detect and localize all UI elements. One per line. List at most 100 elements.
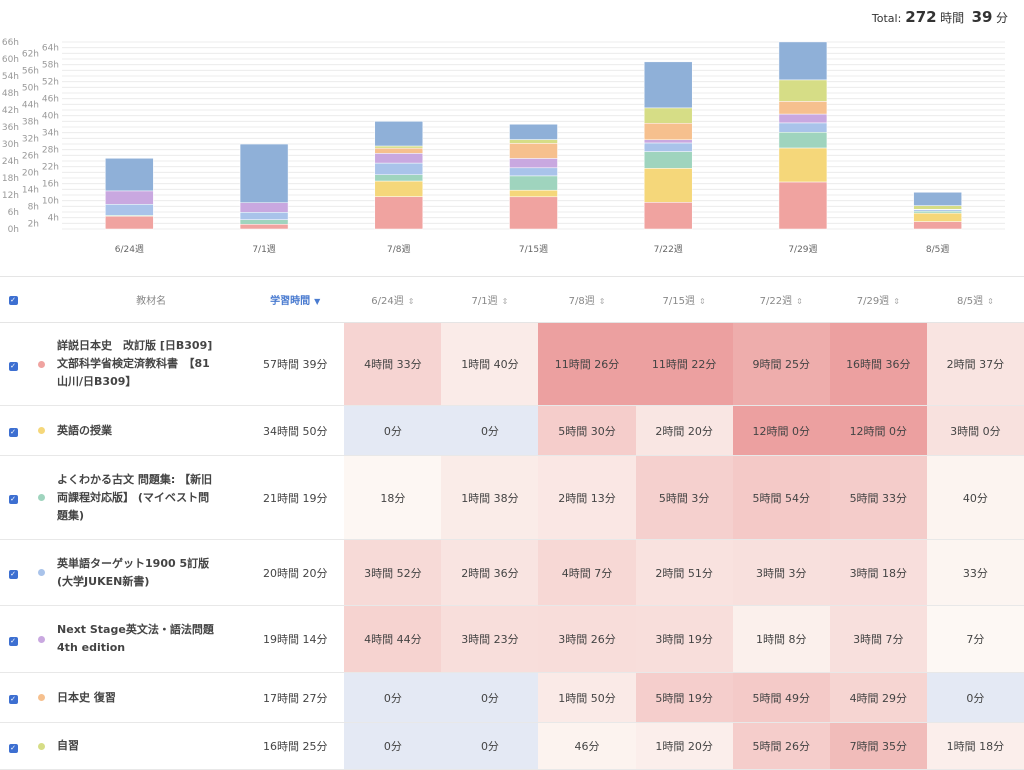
color-cell [26,606,56,673]
bar-segment[interactable] [779,182,827,229]
bar-segment[interactable] [240,144,288,203]
bar-segment[interactable] [375,121,423,146]
row-checkbox[interactable]: ✓ [0,406,26,456]
bar-segment[interactable] [510,190,558,197]
bar-segment[interactable] [644,143,692,152]
bar-segment[interactable] [510,124,558,139]
y-tick-label: 64h [42,44,59,54]
y-tick-label: 20h [22,168,39,178]
bar-segment[interactable] [644,168,692,202]
row-checkbox[interactable]: ✓ [0,673,26,723]
x-tick-label: 8/5週 [926,244,950,255]
bar-segment[interactable] [779,80,827,101]
bar-segment[interactable] [644,140,692,143]
color-dot-icon [38,694,45,701]
week-time-cell: 3時間 18分 [830,540,927,606]
week-time-cell: 0分 [441,406,538,456]
bar-segment[interactable] [375,148,423,153]
header-week[interactable]: 8/5週⇕ [927,277,1024,323]
bar-segment[interactable] [779,132,827,148]
table-row[interactable]: ✓ 詳説日本史 改訂版 [日B309] 文部科学省検定済教科書 【81山川/日B… [0,323,1024,406]
bar-segment[interactable] [779,114,827,123]
bar-segment[interactable] [105,216,153,229]
bar-segment[interactable] [240,224,288,229]
bar-segment[interactable] [510,176,558,190]
header-total[interactable]: 学習時間 ▼ [246,277,344,323]
header-week[interactable]: 7/22週⇕ [733,277,830,323]
bar-segment[interactable] [240,203,288,213]
material-name: 英単語ターゲット1900 5訂版 (大学JUKEN新書) [56,540,246,606]
bar-segment[interactable] [644,202,692,229]
bar-segment[interactable] [779,42,827,80]
sort-icon: ⇕ [408,297,415,306]
week-time-cell: 1時間 20分 [636,723,733,770]
bar-segment[interactable] [914,213,962,222]
bar-segment[interactable] [510,143,558,158]
table-header: ✓ 教材名 学習時間▼ 6/24週⇕7/1週⇕7/8週⇕7/15週⇕7/22週⇕… [0,277,1024,323]
row-checkbox[interactable]: ✓ [0,723,26,770]
bar-segment[interactable] [914,211,962,213]
header-week-label: 7/15週 [663,296,695,307]
y-tick-label: 24h [2,157,19,167]
row-checkbox[interactable]: ✓ [0,323,26,406]
x-tick-label: 6/24週 [115,244,144,255]
table-row[interactable]: ✓ Next Stage英文法・語法問題4th edition 19時間 14分… [0,606,1024,673]
bar-segment[interactable] [644,152,692,169]
row-checkbox[interactable]: ✓ [0,456,26,540]
bar-segment[interactable] [644,108,692,123]
week-time-cell: 11時間 22分 [636,323,733,406]
week-time-cell: 0分 [344,673,441,723]
bar-segment[interactable] [375,153,423,163]
bar-segment[interactable] [375,163,423,175]
header-week[interactable]: 7/29週⇕ [830,277,927,323]
bar-segment[interactable] [779,123,827,132]
header-week[interactable]: 7/1週⇕ [441,277,538,323]
bar-segment[interactable] [105,191,153,204]
bar-segment[interactable] [779,148,827,182]
bar-segment[interactable] [644,123,692,139]
week-time-cell: 3時間 26分 [538,606,635,673]
header-week[interactable]: 6/24週⇕ [344,277,441,323]
week-time-cell: 5時間 49分 [733,673,830,723]
bar-segment[interactable] [779,101,827,114]
table-row[interactable]: ✓ よくわかる古文 問題集: 【新旧両課程対応版】 (マイベスト問題集) 21時… [0,456,1024,540]
bar-segment[interactable] [914,206,962,210]
bar-segment[interactable] [914,222,962,229]
bar-segment[interactable] [105,158,153,191]
header-total-label: 学習時間 [270,296,310,307]
bar-segment[interactable] [240,220,288,225]
bar-segment[interactable] [240,212,288,219]
x-tick-label: 7/1週 [252,244,276,255]
header-week[interactable]: 7/8週⇕ [538,277,635,323]
week-time-cell: 40分 [927,456,1024,540]
row-checkbox[interactable]: ✓ [0,540,26,606]
bar-segment[interactable] [375,175,423,181]
bar-segment[interactable] [375,181,423,197]
select-all-checkbox[interactable]: ✓ [0,277,26,323]
bar-segment[interactable] [510,197,558,229]
sort-desc-icon: ▼ [314,297,320,306]
bar-segment[interactable] [510,168,558,176]
bar-segment[interactable] [914,192,962,205]
y-tick-label: 32h [22,134,39,144]
bar-segment[interactable] [105,204,153,215]
bar-segment[interactable] [510,140,558,144]
bar-segment[interactable] [375,197,423,229]
week-time-cell: 12時間 0分 [733,406,830,456]
bar-segment[interactable] [644,62,692,108]
week-time-cell: 12時間 0分 [830,406,927,456]
y-tick-label: 12h [2,191,19,201]
total-hours: 272 [905,8,936,26]
header-week[interactable]: 7/15週⇕ [636,277,733,323]
row-checkbox[interactable]: ✓ [0,606,26,673]
week-time-cell: 3時間 19分 [636,606,733,673]
y-tick-label: 0h [8,225,19,235]
y-tick-label: 54h [2,72,19,82]
week-time-cell: 0分 [441,673,538,723]
bar-segment[interactable] [510,158,558,167]
bar-segment[interactable] [375,146,423,148]
